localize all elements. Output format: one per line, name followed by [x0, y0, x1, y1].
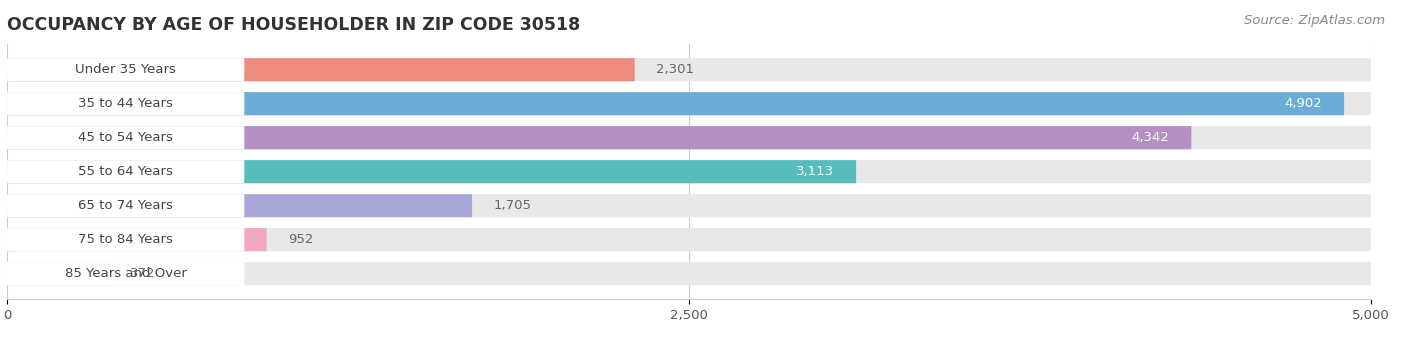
- FancyBboxPatch shape: [7, 160, 856, 183]
- FancyBboxPatch shape: [7, 228, 267, 251]
- Text: 952: 952: [288, 233, 314, 246]
- FancyBboxPatch shape: [7, 126, 1191, 149]
- Text: 85 Years and Over: 85 Years and Over: [65, 267, 187, 280]
- FancyBboxPatch shape: [7, 126, 245, 149]
- Text: 65 to 74 Years: 65 to 74 Years: [79, 199, 173, 212]
- FancyBboxPatch shape: [7, 92, 245, 115]
- FancyBboxPatch shape: [7, 262, 245, 285]
- Text: 1,705: 1,705: [494, 199, 531, 212]
- Text: OCCUPANCY BY AGE OF HOUSEHOLDER IN ZIP CODE 30518: OCCUPANCY BY AGE OF HOUSEHOLDER IN ZIP C…: [7, 16, 581, 34]
- FancyBboxPatch shape: [7, 92, 1371, 115]
- Text: 372: 372: [131, 267, 156, 280]
- FancyBboxPatch shape: [7, 194, 472, 217]
- FancyBboxPatch shape: [7, 194, 245, 217]
- Text: 4,902: 4,902: [1285, 97, 1322, 110]
- FancyBboxPatch shape: [7, 58, 245, 81]
- FancyBboxPatch shape: [7, 58, 1371, 81]
- Text: Under 35 Years: Under 35 Years: [76, 63, 176, 76]
- FancyBboxPatch shape: [7, 194, 1371, 217]
- FancyBboxPatch shape: [7, 58, 634, 81]
- Text: Source: ZipAtlas.com: Source: ZipAtlas.com: [1244, 14, 1385, 27]
- FancyBboxPatch shape: [7, 228, 245, 251]
- Text: 55 to 64 Years: 55 to 64 Years: [79, 165, 173, 178]
- Text: 45 to 54 Years: 45 to 54 Years: [79, 131, 173, 144]
- FancyBboxPatch shape: [7, 92, 1344, 115]
- FancyBboxPatch shape: [7, 262, 1371, 285]
- Text: 2,301: 2,301: [657, 63, 695, 76]
- Text: 3,113: 3,113: [796, 165, 834, 178]
- FancyBboxPatch shape: [7, 160, 1371, 183]
- FancyBboxPatch shape: [7, 160, 245, 183]
- FancyBboxPatch shape: [7, 126, 1371, 149]
- FancyBboxPatch shape: [7, 262, 108, 285]
- Text: 4,342: 4,342: [1132, 131, 1170, 144]
- FancyBboxPatch shape: [7, 228, 1371, 251]
- Text: 35 to 44 Years: 35 to 44 Years: [79, 97, 173, 110]
- Text: 75 to 84 Years: 75 to 84 Years: [79, 233, 173, 246]
